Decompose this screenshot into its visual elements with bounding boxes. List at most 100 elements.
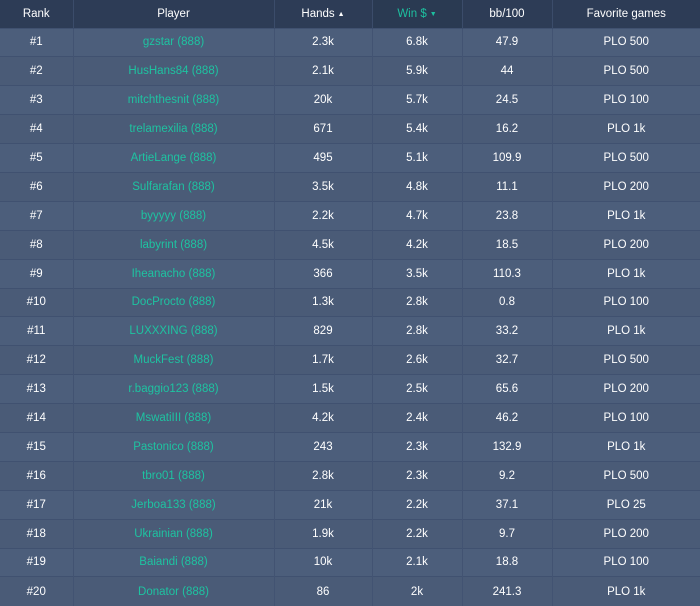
- win-cell: 2.2k: [372, 490, 463, 520]
- table-header: Rank Player Hands ▲ Win $ ▼ bb/100 Favorit…: [0, 0, 700, 28]
- hands-cell: 2.8k: [274, 461, 373, 491]
- win-cell: 5.1k: [372, 143, 463, 173]
- player-link[interactable]: tbro01 (888): [142, 469, 205, 482]
- player-link[interactable]: Baiandi (888): [139, 556, 208, 569]
- bb100-cell: 109.9: [462, 143, 553, 173]
- hands-cell: 1.7k: [274, 345, 373, 375]
- table-row: #17 Jerboa133 (888) 21k 2.2k 37.1 PLO 25: [0, 490, 700, 520]
- player-column-header[interactable]: Player: [73, 0, 275, 28]
- bb100-cell: 110.3: [462, 259, 553, 289]
- favorite-games-cell: PLO 200: [603, 180, 649, 193]
- rank-cell: #6: [0, 172, 74, 202]
- favorite-games-cell: PLO 100: [603, 94, 649, 107]
- rank-cell: #8: [0, 230, 74, 260]
- win-cell: 6.8k: [372, 28, 463, 57]
- player-link[interactable]: byyyyy (888): [140, 209, 207, 222]
- player-cell: ArtieLange (888): [73, 143, 275, 173]
- player-cell: byyyyy (888): [73, 201, 275, 231]
- player-link[interactable]: DocProcto (888): [131, 296, 216, 309]
- hands-cell: 1.3k: [274, 288, 373, 317]
- bb100-cell: 11.1: [462, 172, 553, 202]
- player-link[interactable]: r.baggio123 (888): [128, 383, 219, 396]
- player-cell: r.baggio123 (888): [73, 374, 275, 404]
- bb100-cell: 44: [462, 56, 553, 86]
- hands-column-header[interactable]: Hands ▲: [274, 0, 373, 28]
- favorite-games-cell: PLO 1k: [607, 585, 646, 598]
- player-cell: Sulfarafan (888): [73, 172, 275, 202]
- table-row: #8 labyrint (888) 4.5k 4.2k 18.5 PLO 200: [0, 230, 700, 260]
- player-link[interactable]: HusHans84 (888): [128, 65, 219, 78]
- favorite-header-label: Favorite games: [586, 7, 666, 20]
- favorite-games-column-header[interactable]: Favorite games: [552, 0, 700, 28]
- table-row: #10 DocProcto (888) 1.3k 2.8k 0.8 PLO 100: [0, 288, 700, 317]
- player-cell: mitchthesnit (888): [73, 85, 275, 115]
- win-cell: 2.1k: [372, 548, 463, 577]
- player-link[interactable]: Jerboa133 (888): [131, 498, 216, 511]
- rank-cell: #2: [0, 56, 74, 86]
- bb100-cell: 16.2: [462, 114, 553, 144]
- bb100-cell: 0.8: [462, 288, 553, 317]
- hands-cell: 671: [274, 114, 373, 144]
- table-row: #6 Sulfarafan (888) 3.5k 4.8k 11.1 PLO 200: [0, 172, 700, 202]
- player-link[interactable]: Pastonico (888): [133, 440, 214, 453]
- player-link[interactable]: labyrint (888): [139, 238, 208, 251]
- player-link[interactable]: Ukrainian (888): [134, 527, 213, 540]
- player-link[interactable]: ArtieLange (888): [130, 152, 217, 164]
- player-link[interactable]: Sulfarafan (888): [132, 180, 215, 193]
- favorite-games-cell: PLO 500: [603, 65, 649, 78]
- bb100-cell: 9.2: [462, 461, 553, 491]
- table-row: #5 ArtieLange (888) 495 5.1k 109.9 PLO 500: [0, 143, 700, 173]
- rank-cell: #16: [0, 461, 74, 491]
- favorite-games-cell: PLO 1k: [607, 325, 646, 338]
- bb100-cell: 46.2: [462, 403, 553, 433]
- bb100-column-header[interactable]: bb/100: [462, 0, 553, 28]
- player-link[interactable]: Donator (888): [138, 585, 209, 598]
- table-row: #2 HusHans84 (888) 2.1k 5.9k 44 PLO 500: [0, 56, 700, 86]
- favorite-games-cell: PLO 1k: [607, 209, 646, 222]
- table-row: #3 mitchthesnit (888) 20k 5.7k 24.5 PLO 100: [0, 85, 700, 115]
- win-cell: 5.7k: [372, 85, 463, 115]
- player-cell: Donator (888): [73, 576, 275, 606]
- rank-cell: #17: [0, 490, 74, 520]
- player-link[interactable]: Iheanacho (888): [131, 267, 216, 280]
- win-cell: 4.8k: [372, 172, 463, 202]
- player-cell: MuckFest (888): [73, 345, 275, 375]
- favorite-games-cell: PLO 200: [603, 527, 649, 540]
- rank-cell: #4: [0, 114, 74, 144]
- bb100-cell: 241.3: [462, 576, 553, 606]
- favorite-games-cell: PLO 200: [603, 238, 649, 251]
- win-cell: 2.5k: [372, 374, 463, 404]
- player-cell: trelamexilia (888): [73, 114, 275, 144]
- rank-cell: #19: [0, 548, 74, 577]
- hands-cell: 10k: [274, 548, 373, 577]
- player-link[interactable]: trelamexilia (888): [129, 123, 218, 136]
- win-cell: 4.2k: [372, 230, 463, 260]
- rank-cell: #1: [0, 28, 74, 57]
- favorite-games-cell: PLO 1k: [607, 123, 646, 136]
- bb100-cell: 47.9: [462, 28, 553, 57]
- hands-cell: 2.3k: [274, 28, 373, 57]
- player-link[interactable]: LUXXXING (888): [129, 325, 218, 338]
- win-column-header[interactable]: Win $ ▼: [372, 0, 463, 28]
- table-row: #19 Baiandi (888) 10k 2.1k 18.8 PLO 100: [0, 548, 700, 577]
- rank-cell: #10: [0, 288, 74, 317]
- table-row: #18 Ukrainian (888) 1.9k 2.2k 9.7 PLO 200: [0, 519, 700, 549]
- player-link[interactable]: MuckFest (888): [133, 354, 214, 367]
- player-link[interactable]: gzstar (888): [142, 36, 205, 49]
- win-cell: 5.4k: [372, 114, 463, 144]
- rank-cell: #15: [0, 432, 74, 462]
- bb100-cell: 23.8: [462, 201, 553, 231]
- player-cell: labyrint (888): [73, 230, 275, 260]
- table-row: #7 byyyyy (888) 2.2k 4.7k 23.8 PLO 1k: [0, 201, 700, 231]
- favorite-games-cell: PLO 25: [606, 498, 646, 511]
- player-link[interactable]: MswatiIII (888): [135, 412, 212, 425]
- player-cell: LUXXXING (888): [73, 316, 275, 346]
- table-row: #9 Iheanacho (888) 366 3.5k 110.3 PLO 1k: [0, 259, 700, 289]
- rank-cell: #9: [0, 259, 74, 289]
- rank-column-header[interactable]: Rank: [0, 0, 74, 28]
- player-link[interactable]: mitchthesnit (888): [127, 94, 220, 107]
- player-cell: HusHans84 (888): [73, 56, 275, 86]
- hands-cell: 86: [274, 576, 373, 606]
- rank-cell: #20: [0, 576, 74, 606]
